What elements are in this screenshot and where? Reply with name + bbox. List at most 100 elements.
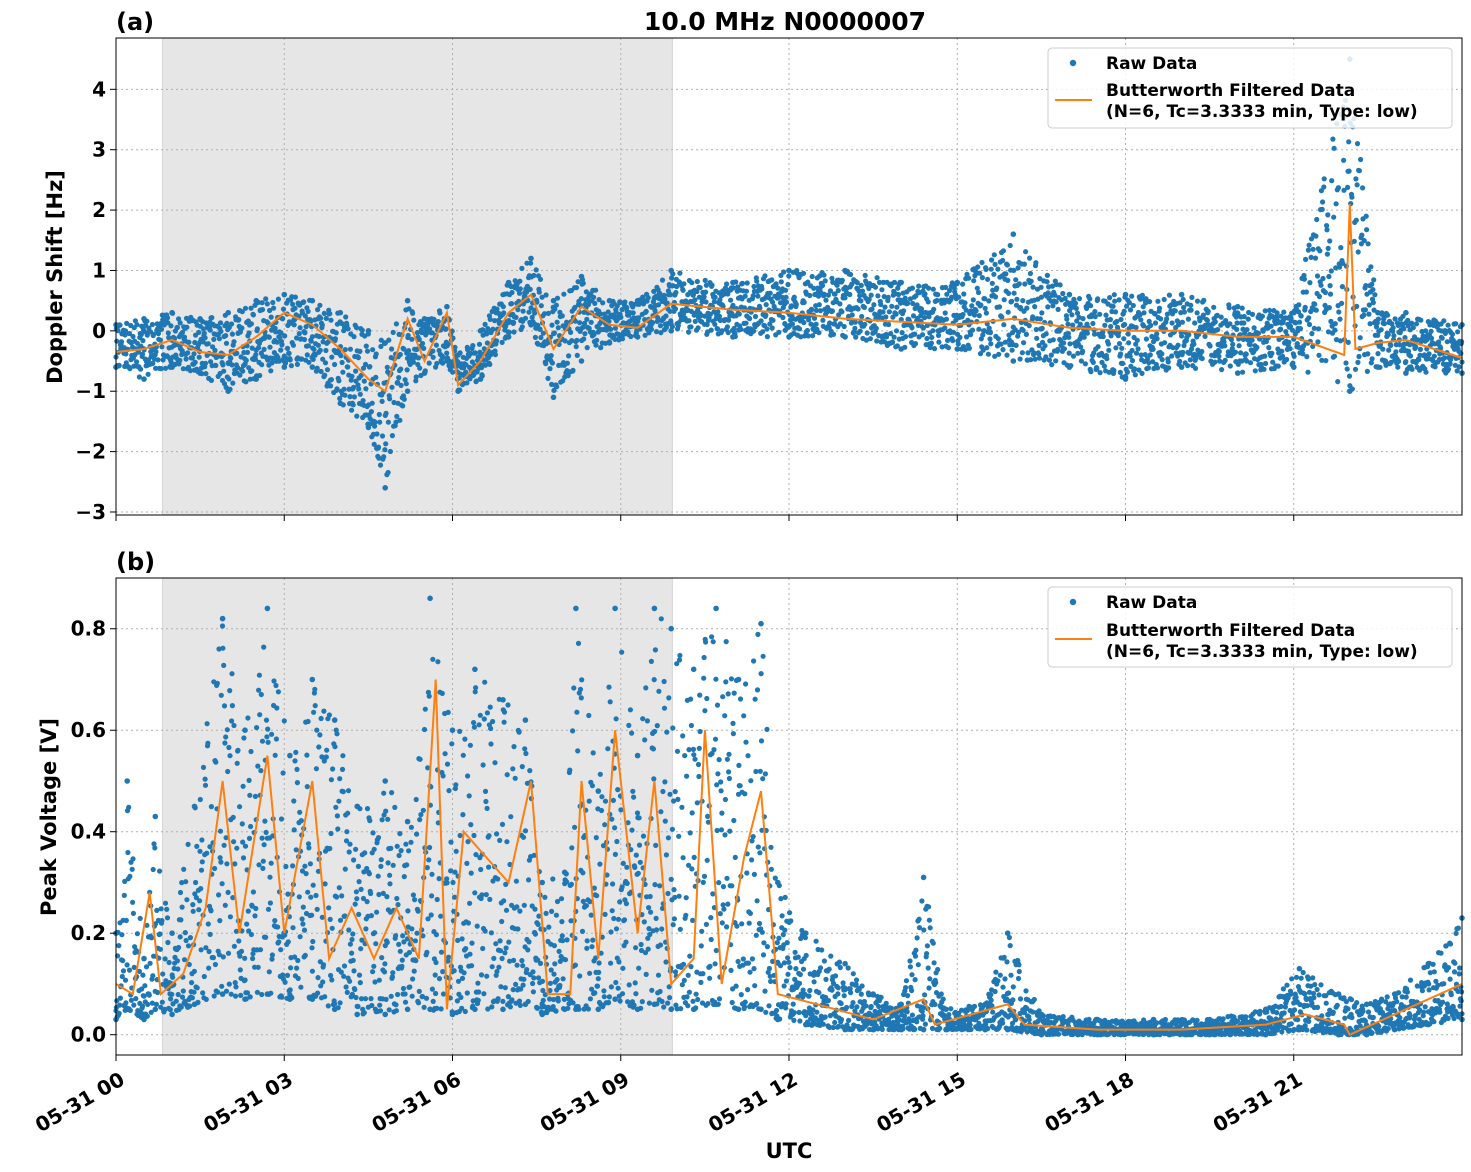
raw-data-point bbox=[853, 334, 859, 340]
raw-data-point bbox=[360, 895, 367, 902]
raw-data-point bbox=[623, 901, 630, 907]
raw-data-point bbox=[1164, 316, 1170, 322]
raw-data-point bbox=[386, 1007, 392, 1013]
raw-data-point bbox=[310, 356, 316, 362]
raw-data-point bbox=[829, 275, 835, 281]
raw-data-point bbox=[1274, 310, 1280, 316]
raw-data-point bbox=[1081, 334, 1087, 340]
raw-data-point bbox=[1046, 357, 1052, 363]
raw-data-point bbox=[770, 299, 776, 305]
raw-data-point bbox=[1069, 312, 1075, 318]
raw-data-point bbox=[250, 951, 256, 957]
raw-data-point bbox=[1226, 305, 1232, 311]
raw-data-point bbox=[894, 343, 900, 349]
raw-data-point bbox=[514, 904, 520, 910]
raw-data-point bbox=[121, 892, 127, 899]
raw-data-point bbox=[1136, 367, 1142, 373]
raw-data-point bbox=[858, 298, 864, 304]
raw-data-point bbox=[640, 294, 646, 300]
raw-data-point bbox=[1418, 317, 1424, 323]
raw-data-point bbox=[894, 304, 900, 310]
raw-data-point bbox=[1361, 238, 1367, 244]
raw-data-point bbox=[296, 331, 302, 337]
raw-data-point bbox=[162, 365, 169, 371]
raw-data-point bbox=[370, 347, 376, 353]
raw-data-point bbox=[1362, 307, 1368, 313]
raw-data-point bbox=[193, 895, 199, 901]
raw-data-point bbox=[1009, 298, 1015, 304]
raw-data-point bbox=[975, 289, 982, 296]
raw-data-point bbox=[223, 734, 229, 740]
raw-data-point bbox=[366, 871, 372, 877]
raw-data-point bbox=[356, 911, 362, 918]
raw-data-point bbox=[327, 311, 333, 317]
raw-data-point bbox=[416, 336, 422, 343]
raw-data-point bbox=[1038, 284, 1044, 290]
raw-data-point bbox=[213, 362, 219, 369]
raw-data-point bbox=[473, 685, 479, 691]
raw-data-point bbox=[433, 932, 439, 938]
raw-data-point bbox=[783, 299, 790, 305]
raw-data-point bbox=[487, 316, 493, 322]
raw-data-point bbox=[484, 805, 490, 812]
raw-data-point bbox=[421, 370, 428, 376]
raw-data-point bbox=[1431, 353, 1437, 359]
raw-data-point bbox=[1373, 324, 1380, 330]
raw-data-point bbox=[1181, 304, 1187, 311]
raw-data-point bbox=[605, 309, 611, 315]
raw-data-point bbox=[532, 310, 538, 316]
panel-a-filtered-series bbox=[115, 203, 1463, 393]
raw-data-point bbox=[273, 682, 279, 689]
raw-data-point bbox=[551, 330, 558, 336]
raw-data-point bbox=[221, 662, 227, 669]
raw-data-point bbox=[1199, 348, 1205, 355]
raw-data-point bbox=[311, 346, 317, 352]
raw-data-point bbox=[1129, 358, 1136, 364]
raw-data-point bbox=[256, 862, 262, 868]
raw-data-point bbox=[682, 753, 688, 759]
raw-data-point bbox=[233, 993, 239, 999]
raw-data-point bbox=[513, 981, 519, 988]
raw-data-point bbox=[1181, 342, 1187, 349]
raw-data-point bbox=[612, 825, 618, 831]
raw-data-point bbox=[209, 315, 215, 321]
raw-data-point bbox=[1034, 335, 1040, 341]
raw-data-point bbox=[874, 275, 880, 281]
raw-data-point bbox=[347, 841, 353, 847]
raw-data-point bbox=[363, 926, 369, 932]
raw-data-point bbox=[500, 304, 506, 310]
raw-data-point bbox=[1087, 296, 1093, 302]
raw-data-point bbox=[126, 330, 133, 337]
raw-data-point bbox=[415, 908, 421, 914]
raw-data-point bbox=[810, 333, 816, 339]
raw-data-point bbox=[1317, 248, 1323, 254]
raw-data-point bbox=[1053, 358, 1059, 364]
raw-data-point bbox=[521, 902, 527, 908]
raw-data-point bbox=[584, 938, 590, 944]
raw-data-point bbox=[1400, 313, 1406, 319]
raw-data-point bbox=[1189, 294, 1195, 300]
raw-data-point bbox=[404, 388, 411, 395]
raw-data-point bbox=[1318, 282, 1324, 288]
raw-data-point bbox=[592, 990, 598, 996]
raw-data-point bbox=[522, 746, 528, 752]
raw-data-point bbox=[1027, 255, 1033, 261]
raw-data-point bbox=[131, 964, 137, 971]
raw-data-point bbox=[630, 788, 636, 794]
raw-data-point bbox=[857, 328, 863, 334]
raw-data-point bbox=[652, 647, 659, 653]
raw-data-point bbox=[197, 370, 203, 376]
raw-data-point bbox=[371, 441, 377, 447]
raw-data-point bbox=[823, 297, 829, 303]
raw-data-point bbox=[859, 313, 865, 320]
raw-data-point bbox=[739, 280, 746, 286]
raw-data-point bbox=[323, 754, 329, 760]
raw-data-point bbox=[1297, 319, 1303, 325]
raw-data-point bbox=[977, 351, 984, 357]
raw-data-point bbox=[1212, 319, 1218, 325]
raw-data-point bbox=[396, 375, 402, 381]
raw-data-point bbox=[461, 970, 467, 976]
raw-data-point bbox=[1045, 304, 1051, 310]
raw-data-point bbox=[1313, 307, 1319, 313]
raw-data-point bbox=[252, 356, 258, 362]
